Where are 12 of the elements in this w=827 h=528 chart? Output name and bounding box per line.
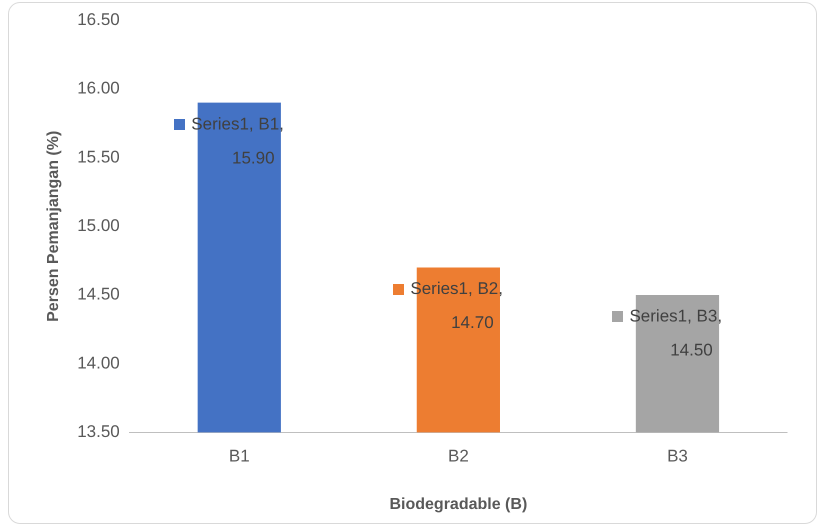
x-axis-title: Biodegradable (B) bbox=[389, 496, 528, 513]
y-tick-label: 13.50 bbox=[77, 422, 120, 442]
y-tick-label: 15.00 bbox=[77, 216, 120, 235]
y-tick-label: 15.50 bbox=[77, 147, 120, 166]
y-tick-label: 14.50 bbox=[77, 284, 120, 304]
y-tick-label: 16.00 bbox=[77, 78, 120, 98]
y-tick-label: 16.50 bbox=[77, 10, 120, 29]
y-tick-label: 14.00 bbox=[77, 353, 120, 372]
x-tick-label: B3 bbox=[667, 446, 688, 466]
x-tick-label: B2 bbox=[448, 446, 469, 466]
y-axis-title: Persen Pemanjangan (%) bbox=[45, 130, 62, 322]
x-tick-label: B1 bbox=[228, 446, 250, 466]
